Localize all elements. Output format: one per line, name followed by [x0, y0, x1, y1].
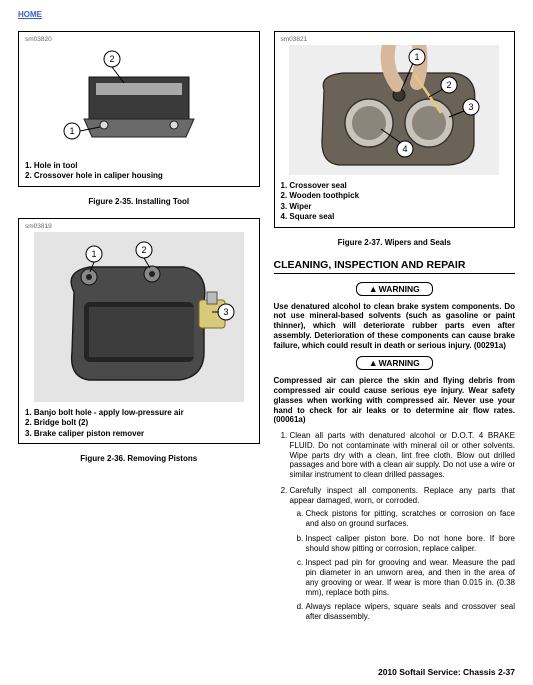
svg-text:3: 3 — [223, 307, 228, 317]
warning-text-1: Use denatured alcohol to clean brake sys… — [274, 302, 516, 351]
figure-35-legend: 1. Hole in tool 2. Crossover hole in cal… — [25, 161, 253, 182]
figure-37-legend: 1. Crossover seal 2. Wooden toothpick 3.… — [281, 181, 509, 223]
warning-box-2: ▲WARNING — [274, 356, 516, 370]
svg-text:2: 2 — [447, 80, 452, 90]
warning-text-2: Compressed air can pierce the skin and f… — [274, 376, 516, 425]
figure-37-box: sm03821 — [274, 31, 516, 228]
figure-37-caption: Figure 2-37. Wipers and Seals — [274, 238, 516, 247]
step-2b: Inspect caliper piston bore. Do not hone… — [306, 534, 516, 554]
home-link[interactable]: HOME — [18, 10, 42, 19]
svg-text:2: 2 — [141, 245, 146, 255]
step-2c: Inspect pad pin for grooving and wear. M… — [306, 558, 516, 597]
figure-37-id: sm03821 — [281, 36, 509, 43]
figure-35-caption: Figure 2-35. Installing Tool — [18, 197, 260, 206]
figure-35-image: 2 1 — [25, 43, 253, 157]
figure-35-id: sm03820 — [25, 36, 253, 43]
svg-text:1: 1 — [415, 52, 420, 62]
figure-36-image: 1 2 3 — [25, 230, 253, 404]
figure-37-image: 1 2 3 4 — [281, 43, 509, 177]
svg-text:2: 2 — [109, 54, 114, 64]
section-title: CLEANING, INSPECTION AND REPAIR — [274, 259, 516, 274]
step-1: Clean all parts with denatured alcohol o… — [290, 431, 516, 480]
figure-36-id: sm03819 — [25, 223, 253, 230]
figure-36-legend: 1. Banjo bolt hole - apply low-pressure … — [25, 408, 253, 439]
page-footer: 2010 Softail Service: Chassis 2-37 — [378, 667, 515, 677]
procedure-list: Clean all parts with denatured alcohol o… — [274, 431, 516, 622]
svg-text:1: 1 — [91, 249, 96, 259]
step-2: Carefully inspect all components. Replac… — [290, 486, 516, 622]
step-2a: Check pistons for pitting, scratches or … — [306, 509, 516, 529]
step-2d: Always replace wipers, square seals and … — [306, 602, 516, 622]
warning-box-1: ▲WARNING — [274, 282, 516, 296]
svg-text:3: 3 — [469, 102, 474, 112]
svg-text:1: 1 — [69, 126, 74, 136]
figure-36-box: sm03819 — [18, 218, 260, 444]
figure-35-box: sm03820 2 — [18, 31, 260, 187]
warning-icon: ▲ — [369, 358, 378, 368]
figure-36-caption: Figure 2-36. Removing Pistons — [18, 454, 260, 463]
svg-text:4: 4 — [403, 144, 408, 154]
warning-icon: ▲ — [369, 284, 378, 294]
